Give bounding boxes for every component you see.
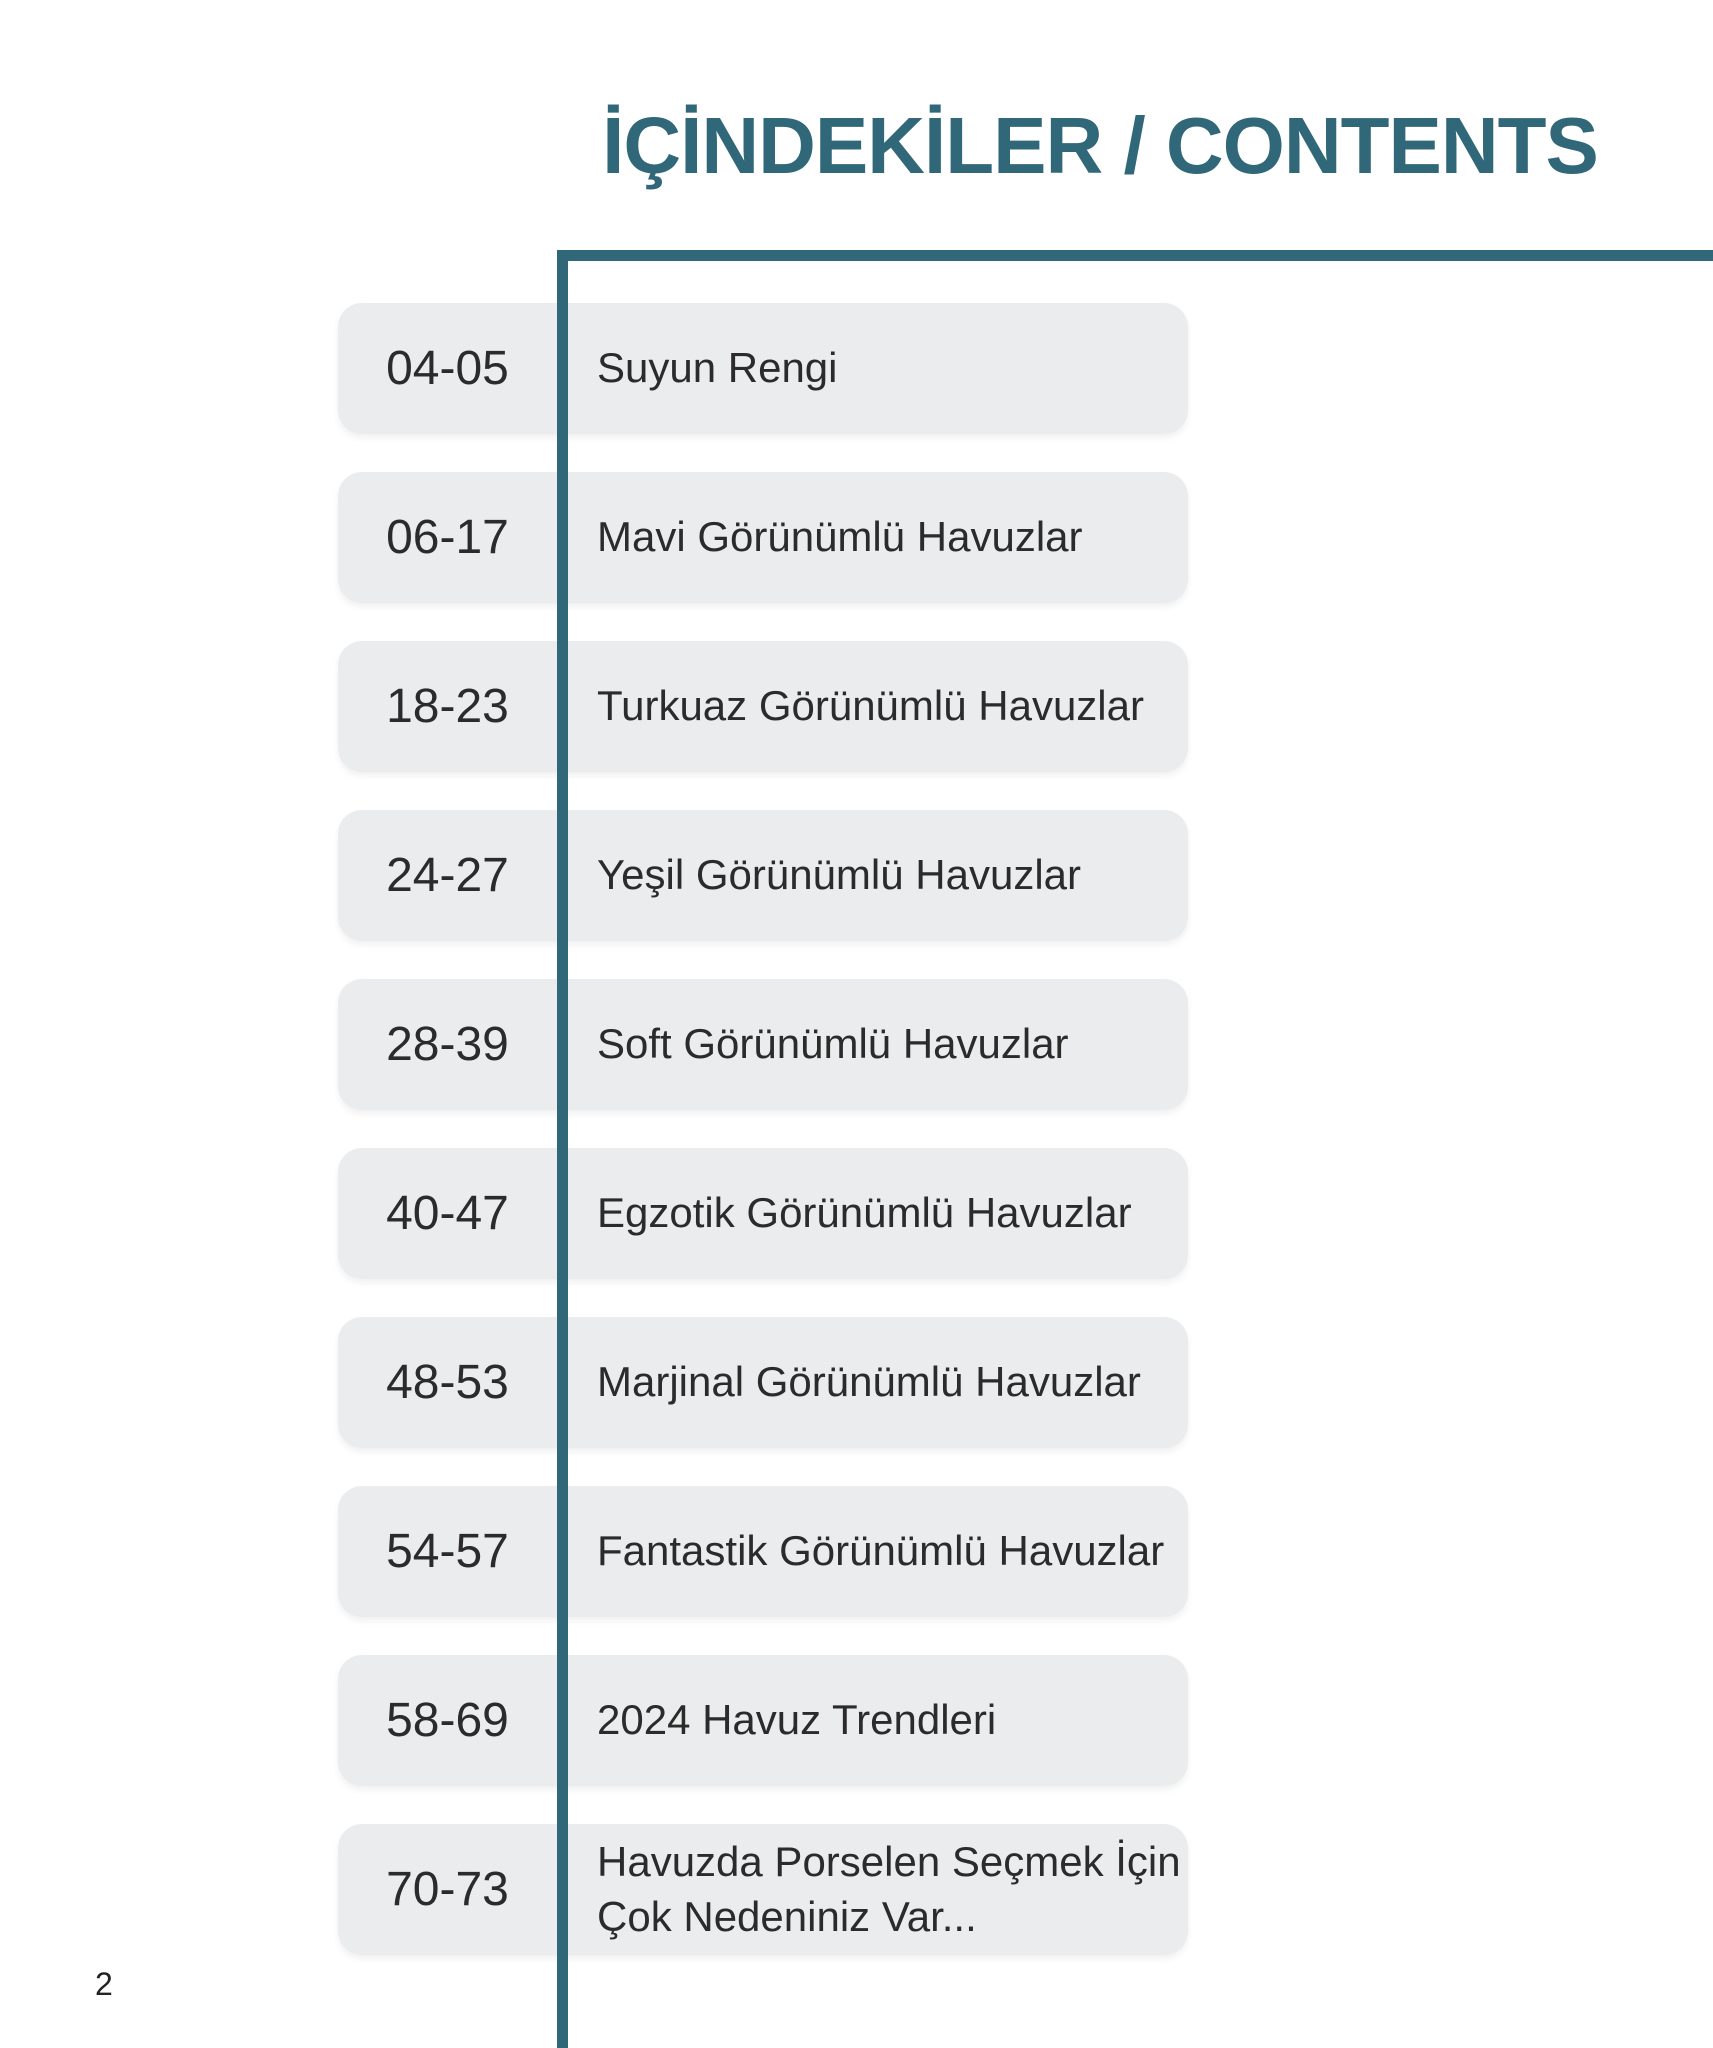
toc-entry-pages: 06-17 (386, 511, 509, 564)
toc-entry[interactable]: 28-39 Soft Görünümlü Havuzlar (338, 979, 1188, 1110)
toc-entry-pages: 70-73 (386, 1863, 509, 1916)
toc-entry-pages: 24-27 (386, 849, 509, 902)
toc-entry[interactable]: 24-27 Yeşil Görünümlü Havuzlar (338, 810, 1188, 941)
toc-entry[interactable]: 70-73 Havuzda Porselen Seçmek İçin Çok N… (338, 1824, 1188, 1955)
toc-entry-label: Yeşil Görünümlü Havuzlar (597, 851, 1082, 899)
toc-entry[interactable]: 06-17 Mavi Görünümlü Havuzlar (338, 472, 1188, 603)
toc-entry-pages: 58-69 (386, 1694, 509, 1747)
toc-entry-label: 2024 Havuz Trendleri (597, 1696, 997, 1744)
toc-entry-pages: 28-39 (386, 1018, 509, 1071)
toc-entry-label: Marjinal Görünümlü Havuzlar (597, 1358, 1141, 1406)
top-horizontal-rule (557, 250, 1713, 261)
toc-entry-label: Turkuaz Görünümlü Havuzlar (597, 682, 1144, 730)
toc-list: 04-05 Suyun Rengi 06-17 Mavi Görünümlü H… (338, 303, 1188, 1993)
toc-entry[interactable]: 54-57 Fantastik Görünümlü Havuzlar (338, 1486, 1188, 1617)
toc-entry-label: Soft Görünümlü Havuzlar (597, 1020, 1069, 1068)
toc-entry-label: Mavi Görünümlü Havuzlar (597, 513, 1083, 561)
toc-entry-pages: 40-47 (386, 1187, 509, 1240)
toc-entry-label: Havuzda Porselen Seçmek İçin Çok Nedenin… (597, 1837, 1181, 1940)
toc-entry-pages: 48-53 (386, 1356, 509, 1409)
toc-entry-pages: 04-05 (386, 342, 509, 395)
toc-entry[interactable]: 40-47 Egzotik Görünümlü Havuzlar (338, 1148, 1188, 1279)
toc-entry-label: Suyun Rengi (597, 344, 838, 392)
toc-entry-pages: 54-57 (386, 1525, 509, 1578)
toc-entry[interactable]: 04-05 Suyun Rengi (338, 303, 1188, 434)
toc-entry-label: Egzotik Görünümlü Havuzlar (597, 1189, 1132, 1237)
toc-entry-pages: 18-23 (386, 680, 509, 733)
vertical-rule (557, 250, 568, 2048)
toc-entry[interactable]: 48-53 Marjinal Görünümlü Havuzlar (338, 1317, 1188, 1448)
page-title: İÇİNDEKİLER / CONTENTS (602, 101, 1599, 190)
toc-entry-label: Fantastik Görünümlü Havuzlar (597, 1527, 1165, 1575)
toc-entry[interactable]: 18-23 Turkuaz Görünümlü Havuzlar (338, 641, 1188, 772)
toc-entry[interactable]: 58-69 2024 Havuz Trendleri (338, 1655, 1188, 1786)
page-number: 2 (95, 1966, 113, 2002)
